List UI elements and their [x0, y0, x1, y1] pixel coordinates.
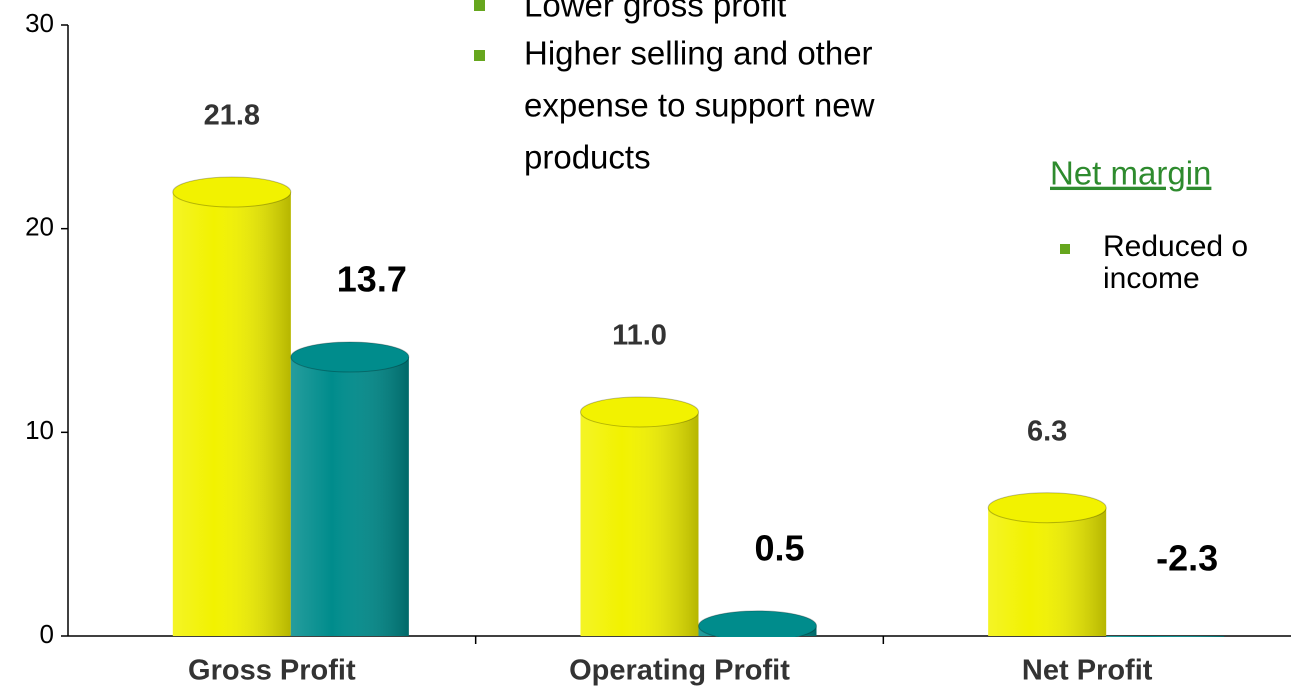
cylinder [987, 492, 1107, 636]
value-label: 13.7 [337, 258, 407, 299]
bar-shade [580, 411, 699, 636]
cylinder [698, 610, 817, 637]
note: income [1103, 262, 1200, 295]
bar-shade [290, 356, 409, 636]
x-tick-label: Operating Profit [569, 655, 790, 687]
x-tick-label: Net Profit [1022, 655, 1153, 687]
bar-top [290, 341, 410, 373]
note: expense to support new [524, 87, 875, 124]
note: Lower gross profit [524, 0, 786, 24]
value-label: 0.5 [754, 527, 804, 568]
value-label: -2.3 [1156, 538, 1218, 579]
note-heading: Net margin [1050, 155, 1211, 192]
cylinder [290, 341, 410, 636]
bar-top [987, 492, 1107, 524]
cylinder [1106, 636, 1225, 637]
bullet [1060, 244, 1070, 254]
note: Higher selling and other [524, 35, 873, 72]
value-label: 21.8 [204, 100, 260, 132]
note: products [524, 139, 651, 176]
x-tick-label: Gross Profit [188, 655, 356, 687]
bar-top [580, 396, 699, 428]
cylinder [580, 396, 699, 636]
plot [172, 176, 1225, 637]
bullet [474, 0, 485, 11]
bullet [474, 50, 485, 61]
y-tick-label: 0 [40, 619, 54, 649]
bar-top [698, 610, 817, 637]
note: Reduced o [1103, 230, 1248, 263]
bar-top [172, 176, 292, 208]
y-tick-label: 10 [25, 415, 54, 445]
bar-shade [1106, 636, 1225, 637]
value-label: 11.0 [612, 320, 667, 352]
notes: Lower gross profit Higher selling and ot… [474, 0, 1248, 295]
y-tick-label: 30 [25, 8, 54, 38]
bar-shade [172, 192, 291, 637]
y-tick-label: 20 [25, 212, 54, 242]
value-label: 6.3 [1027, 415, 1067, 447]
cylinder [172, 176, 292, 637]
bar-shade [988, 507, 1107, 636]
